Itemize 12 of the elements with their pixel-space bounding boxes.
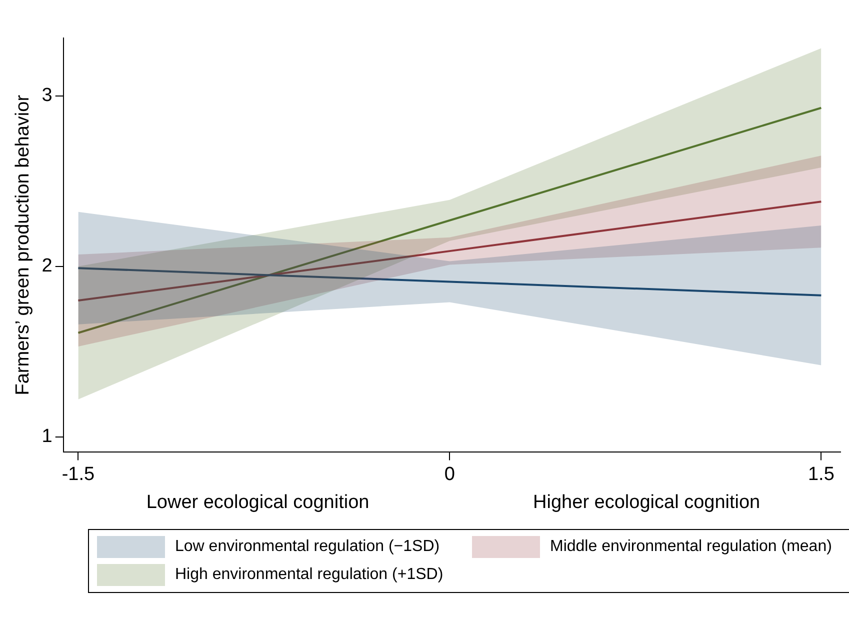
legend-label: Middle environmental regulation (mean) xyxy=(550,538,832,556)
y-tick-label: 2 xyxy=(42,256,52,277)
text: Lower ecological cognition xyxy=(146,492,370,514)
legend-label: High environmental regulation (+1SD) xyxy=(175,566,444,584)
y-tick-label: 3 xyxy=(42,85,52,106)
x-tick-label: 0 xyxy=(444,464,455,485)
text: Higher ecological cognition xyxy=(533,492,760,514)
y-tick-label: 1 xyxy=(42,426,52,448)
y-axis-title: Farmers’ green production behavior xyxy=(12,94,34,396)
x-tick-label: 1.5 xyxy=(808,464,834,485)
legend-label: Low environmental regulation (−1SD) xyxy=(175,538,440,556)
x-tick-label: -1.5 xyxy=(62,464,95,485)
